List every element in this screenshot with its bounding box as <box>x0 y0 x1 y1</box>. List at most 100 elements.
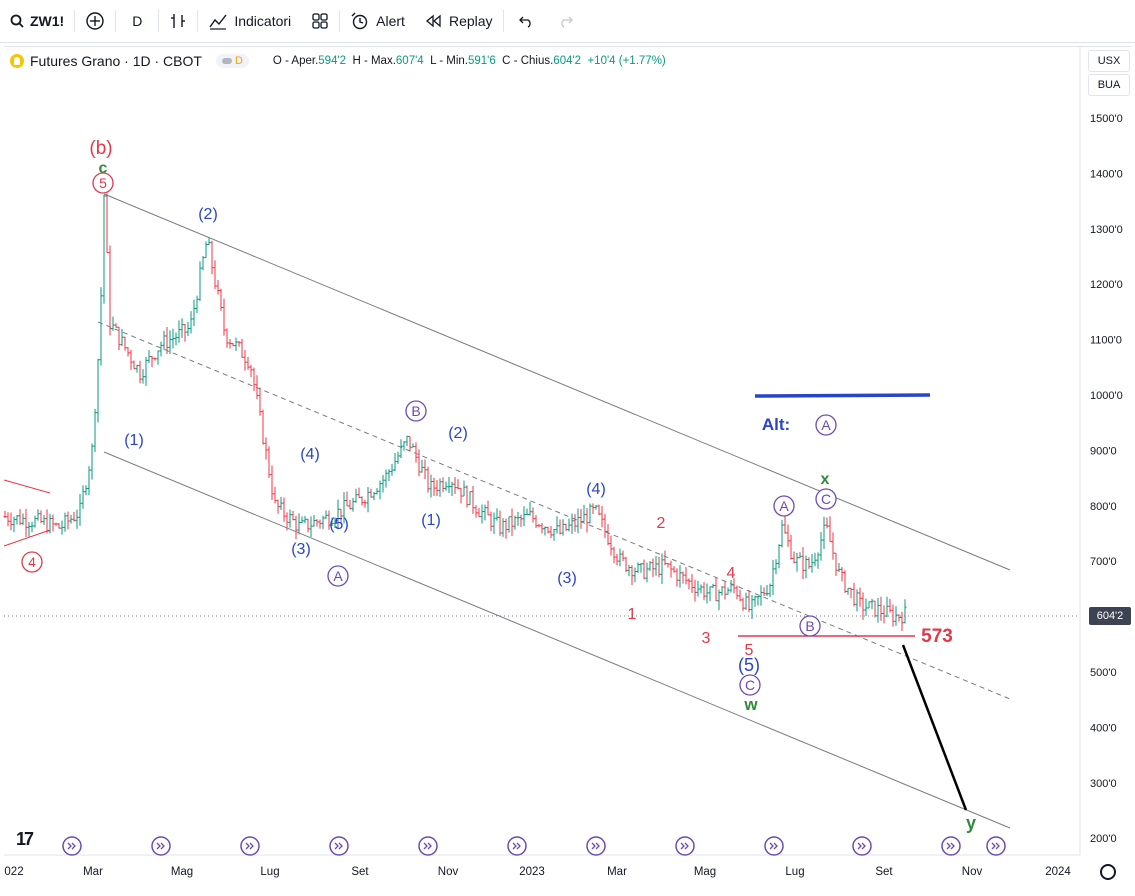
wave-labels: (b)c54(2)(1)(4)(3)(5)AB(2)(1)(4)(3)21435… <box>21 138 976 833</box>
time-tick-label: 2024 <box>1045 866 1071 878</box>
price-tick-label: 700'0 <box>1090 556 1117 568</box>
event-arrow-icon <box>591 842 600 850</box>
last-price-value: 604'2 <box>1096 610 1124 622</box>
wave-3-label: (3) <box>291 541 311 558</box>
alt-wave-A-circled-label-circle <box>815 414 837 436</box>
wave-w-label: w <box>743 695 758 714</box>
price-tick-label: 1300'0 <box>1090 224 1123 236</box>
event-marker-icon <box>62 836 82 856</box>
price-tick-label: 300'0 <box>1090 778 1117 790</box>
price-tick-label: 1100'0 <box>1090 335 1122 347</box>
low-value: 591'6 <box>468 55 496 67</box>
top-toolbar: ZW1! D Indicatori Alert Replay <box>0 0 1135 43</box>
symbol-search-button[interactable]: ZW1! <box>0 0 74 42</box>
time-tick-label: Set <box>875 866 893 878</box>
low-label: L - Min. <box>430 55 468 67</box>
tradingview-logo[interactable]: 17 <box>16 829 34 849</box>
redo-icon <box>560 16 573 28</box>
toggle-icon <box>221 58 232 64</box>
close-label: C - Chius. <box>502 55 554 67</box>
high-value: 607'4 <box>395 55 424 67</box>
event-marker-icon <box>764 836 784 856</box>
ohlc-values: O - Aper.594'2 H - Max.607'4 L - Min.591… <box>273 55 666 67</box>
event-marker-icon <box>418 836 438 856</box>
change-value: +10'4 (+1.77%) <box>587 55 666 67</box>
wave-1-label: (1) <box>124 432 144 449</box>
delay-badge[interactable]: D <box>215 54 249 68</box>
alert-label: Alert <box>376 13 405 29</box>
event-marker-icon <box>240 836 260 856</box>
event-arrow-icon <box>769 842 778 850</box>
chart-pane[interactable] <box>4 46 1131 896</box>
price-tick-label: 200'0 <box>1090 833 1117 845</box>
wave-3-red-label: 3 <box>702 630 711 647</box>
interval-button[interactable]: D <box>116 0 158 42</box>
unit-label: BUA <box>1097 79 1121 91</box>
event-arrow-icon <box>423 842 432 850</box>
wave-C-circled-label-circle <box>739 674 761 696</box>
alert-button[interactable]: Alert <box>340 0 415 42</box>
unit-button[interactable]: BUA <box>1088 74 1130 96</box>
wave-y-label: y <box>966 813 976 833</box>
time-tick-label: Mag <box>694 866 716 878</box>
time-tick-label: Mar <box>607 866 627 878</box>
channel-upper-line <box>103 193 1011 571</box>
divider <box>197 10 199 32</box>
currency-button[interactable]: USX <box>1088 50 1130 72</box>
price-tick-label: 1000'0 <box>1090 390 1123 402</box>
indicators-label: Indicatori <box>234 13 292 29</box>
event-marker-icon <box>151 836 171 856</box>
channel-lower-line <box>103 451 1011 829</box>
redo-button[interactable] <box>548 0 584 42</box>
price-tick-label: 1400'0 <box>1090 168 1123 180</box>
time-tick-label: 2023 <box>519 866 545 878</box>
time-tick-label: Lug <box>260 866 279 878</box>
wave-B-circled-label-circle <box>405 400 427 422</box>
price-tick-label: 800'0 <box>1090 501 1117 513</box>
wave-c-small-label: c <box>99 160 108 177</box>
divider <box>339 10 341 32</box>
wave-2-label-b: (2) <box>448 425 468 442</box>
wave-A-circled-label: A <box>333 568 343 584</box>
wave-5-label: (5) <box>329 516 349 533</box>
drawings-group <box>3 193 1080 829</box>
time-tick-label: Nov <box>962 866 983 878</box>
left-wedge-upper <box>3 479 51 494</box>
undo-icon <box>518 16 531 28</box>
replay-button[interactable]: Replay <box>415 0 503 42</box>
indicators-button[interactable]: Indicatori <box>198 0 301 42</box>
layouts-button[interactable] <box>301 0 339 42</box>
currency-label: USX <box>1097 55 1121 67</box>
event-marker-icon <box>586 836 606 856</box>
event-markers <box>62 836 1006 856</box>
event-marker-icon <box>329 836 349 856</box>
high-label: H - Max. <box>352 55 396 67</box>
time-tick-label: Lug <box>785 866 804 878</box>
wheat-symbol-icon <box>10 54 24 68</box>
wave-C-circled-label-b: C <box>821 491 831 507</box>
wave-4-label: (4) <box>300 446 320 463</box>
symbol-title[interactable]: Futures Grano · 1D · CBOT <box>30 53 202 69</box>
alarm-clock-icon <box>351 12 368 30</box>
undo-button[interactable] <box>504 0 548 42</box>
settings-gear-icon[interactable] <box>1100 864 1116 880</box>
chart-type-button[interactable] <box>159 0 197 42</box>
wave-C-circled-label-b-circle <box>815 488 837 510</box>
time-tick-label: 022 <box>4 866 23 878</box>
wave-5-circled-label-circle <box>92 172 114 194</box>
grid-icon <box>312 13 328 29</box>
wave-B-circled-label-b-circle <box>799 615 821 637</box>
event-marker-icon <box>507 836 527 856</box>
event-arrow-icon <box>991 842 1000 850</box>
event-arrow-icon <box>156 842 165 850</box>
wave-2-label: (2) <box>198 206 218 223</box>
wave-5-big-label: (5) <box>738 655 760 675</box>
interval-label: D <box>132 13 143 29</box>
wave-B-circled-label-b: B <box>805 618 814 634</box>
time-tick-label: Mag <box>171 866 193 878</box>
divider <box>115 10 117 32</box>
compare-button[interactable] <box>75 0 115 42</box>
wave-A-circled-label-b: A <box>779 498 789 514</box>
wave-4-red-label: 4 <box>727 565 736 582</box>
